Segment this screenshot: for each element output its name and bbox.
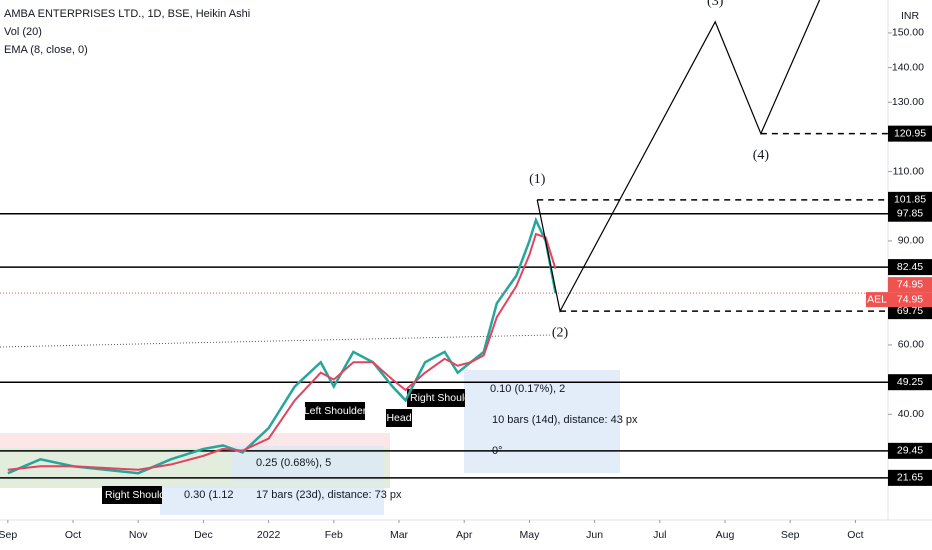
measure-box <box>160 485 384 515</box>
x-tick-label: Jul <box>653 529 666 541</box>
pattern-label: Right Shoulder <box>410 392 480 404</box>
measure-text: 17 bars (23d), distance: 73 px <box>256 489 402 501</box>
price-label: 101.85 <box>894 194 926 206</box>
label-box <box>407 389 465 407</box>
y-tick-label: 40.00 <box>898 408 924 420</box>
y-tick-label: 140.00 <box>892 61 924 73</box>
clip: Right Shoulder <box>410 392 480 404</box>
indicator: Vol (20) <box>4 26 42 38</box>
label-box <box>305 402 365 420</box>
price-box <box>888 469 932 486</box>
wave-label: (4) <box>753 148 770 163</box>
wave-label: (2) <box>552 325 569 340</box>
clip: Right Shoulder <box>105 489 175 501</box>
measure-text: 10 bars (14d), distance: 43 px <box>492 414 638 426</box>
measure-text: 0.30 (1.12 <box>184 489 234 501</box>
y-tick-label: 150.00 <box>892 27 924 39</box>
price-label: 74.95 <box>897 278 923 290</box>
series-line <box>7 232 557 471</box>
x-tick-label: Sep <box>781 529 800 541</box>
price-label: 49.25 <box>897 376 923 388</box>
price-box <box>888 125 932 142</box>
measure-text: 0.25 (0.68%), 5 <box>256 457 331 469</box>
pattern-label: Head <box>386 412 411 424</box>
label-box <box>102 486 162 504</box>
x-tick-label: Nov <box>129 529 148 541</box>
x-tick-label: Sep <box>0 529 17 541</box>
currency: INR <box>901 10 920 22</box>
x-tick-label: 2022 <box>257 529 281 541</box>
y-tick-label: 110.00 <box>893 165 924 177</box>
x-tick-label: Feb <box>325 529 343 541</box>
indicator: EMA (8, close, 0) <box>4 44 88 56</box>
symbol-box <box>866 292 888 308</box>
x-tick-label: Oct <box>847 529 863 541</box>
price-box <box>888 442 932 459</box>
symbol-label: AEL <box>867 293 887 305</box>
x-tick-label: May <box>519 529 540 541</box>
x-tick-label: Jun <box>586 529 603 541</box>
price-label: 74.95 <box>897 293 923 305</box>
price-label: 69.75 <box>897 305 923 317</box>
price-label: 29.45 <box>897 445 923 457</box>
wave-line <box>536 0 821 313</box>
x-tick-label: Aug <box>716 529 735 541</box>
y-tick-label: 90.00 <box>898 235 924 247</box>
x-tick-label: Dec <box>194 529 213 541</box>
y-tick-label: 60.00 <box>898 339 924 351</box>
x-tick-label: Apr <box>456 529 473 541</box>
y-tick-label: 130.00 <box>892 96 924 108</box>
price-label: 82.45 <box>897 261 923 273</box>
pattern-label: Right Shoulder <box>105 489 175 501</box>
measure-text: 0.10 (0.17%), 2 <box>490 383 565 395</box>
price-label: 120.95 <box>894 127 926 139</box>
price-label: 97.85 <box>897 208 923 220</box>
price-box <box>888 292 932 308</box>
wave-label: (3) <box>707 0 724 9</box>
x-tick-label: Mar <box>390 529 409 541</box>
price-box <box>888 277 932 293</box>
price-box <box>888 205 932 222</box>
label-box <box>386 409 412 427</box>
title: AMBA ENTERPRISES LTD., 1D, BSE, Heikin A… <box>4 8 250 20</box>
price-box <box>888 259 932 276</box>
x-tick-label: Oct <box>65 529 81 541</box>
wave-label: (1) <box>529 172 546 187</box>
price-box <box>888 303 932 320</box>
pattern-label: Left Shoulder <box>304 405 367 417</box>
measure-box <box>464 370 620 473</box>
price-box <box>888 191 932 208</box>
measure-box <box>232 446 384 482</box>
price-box <box>888 374 932 391</box>
price-label: 21.65 <box>897 472 923 484</box>
